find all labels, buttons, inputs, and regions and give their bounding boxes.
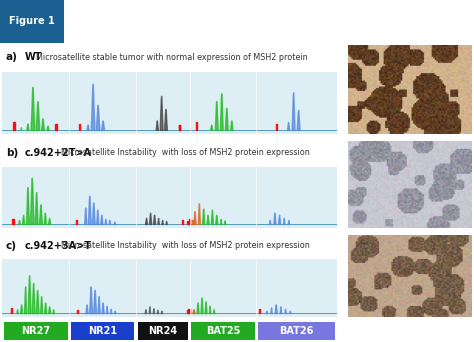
Text: a): a) [6, 52, 18, 62]
Bar [191, 322, 255, 340]
Text: NR24: NR24 [148, 326, 177, 336]
Text: BAT26: BAT26 [279, 326, 314, 336]
Text: Microsatellite Instability analysis and loss of expression of MSH2 protein: Microsatellite Instability analysis and … [69, 8, 459, 16]
Text: b): b) [6, 148, 18, 158]
Text: by Immunohistochemistry in colorectal tumors: by Immunohistochemistry in colorectal tu… [69, 26, 319, 35]
Text: Microsatellite Instability  with loss of MSH2 protein expression: Microsatellite Instability with loss of … [61, 241, 310, 250]
Text: BAT25: BAT25 [206, 326, 240, 336]
Text: NR27: NR27 [21, 326, 50, 336]
Text: Figure 1: Figure 1 [9, 16, 55, 26]
Bar [0, 0, 64, 43]
Bar [4, 322, 67, 340]
Bar [258, 322, 335, 340]
Text: NR21: NR21 [88, 326, 117, 336]
Text: c.942+2T>A: c.942+2T>A [24, 148, 91, 158]
Text: c.942+3A>T: c.942+3A>T [24, 241, 91, 251]
Bar [71, 322, 134, 340]
Bar [138, 322, 188, 340]
Text: Microsatellite Instability  with loss of MSH2 protein expression: Microsatellite Instability with loss of … [61, 148, 310, 157]
Text: WT: WT [24, 52, 42, 62]
Text: c): c) [6, 241, 17, 251]
Text: Microsatellite stable tumor with normal expression of MSH2 protein: Microsatellite stable tumor with normal … [36, 53, 307, 62]
